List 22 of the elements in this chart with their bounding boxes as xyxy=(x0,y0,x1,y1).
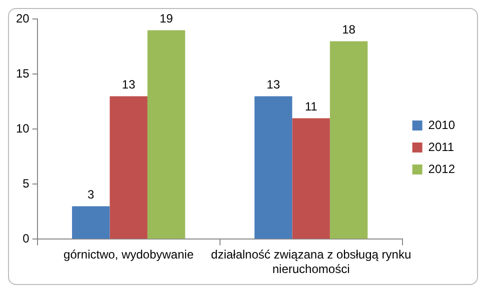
y-tick-label: 20 xyxy=(16,12,30,26)
bar xyxy=(72,206,110,239)
bar xyxy=(254,96,292,239)
data-label: 19 xyxy=(160,12,174,26)
y-tick-label: 15 xyxy=(16,66,30,81)
x-tick-label: górnictwo, wydobywanie xyxy=(64,248,194,262)
legend-label: 2011 xyxy=(428,140,454,154)
bar xyxy=(330,41,368,239)
legend-label: 2012 xyxy=(428,162,456,176)
bar xyxy=(110,96,148,239)
data-label: 13 xyxy=(122,78,136,92)
data-label: 13 xyxy=(266,78,280,92)
data-label: 18 xyxy=(342,22,356,37)
y-tick-label: 10 xyxy=(16,122,30,136)
x-tick-label: działalność związana z obsługą rynku nieruchomości xyxy=(211,248,412,276)
bar xyxy=(147,30,186,239)
y-tick-label: 5 xyxy=(22,176,30,191)
data-label: 3 xyxy=(88,188,95,202)
bar xyxy=(292,118,330,239)
legend-label: 2010 xyxy=(428,118,456,132)
y-tick-label: 0 xyxy=(22,232,30,246)
data-label: 11 xyxy=(304,100,318,114)
